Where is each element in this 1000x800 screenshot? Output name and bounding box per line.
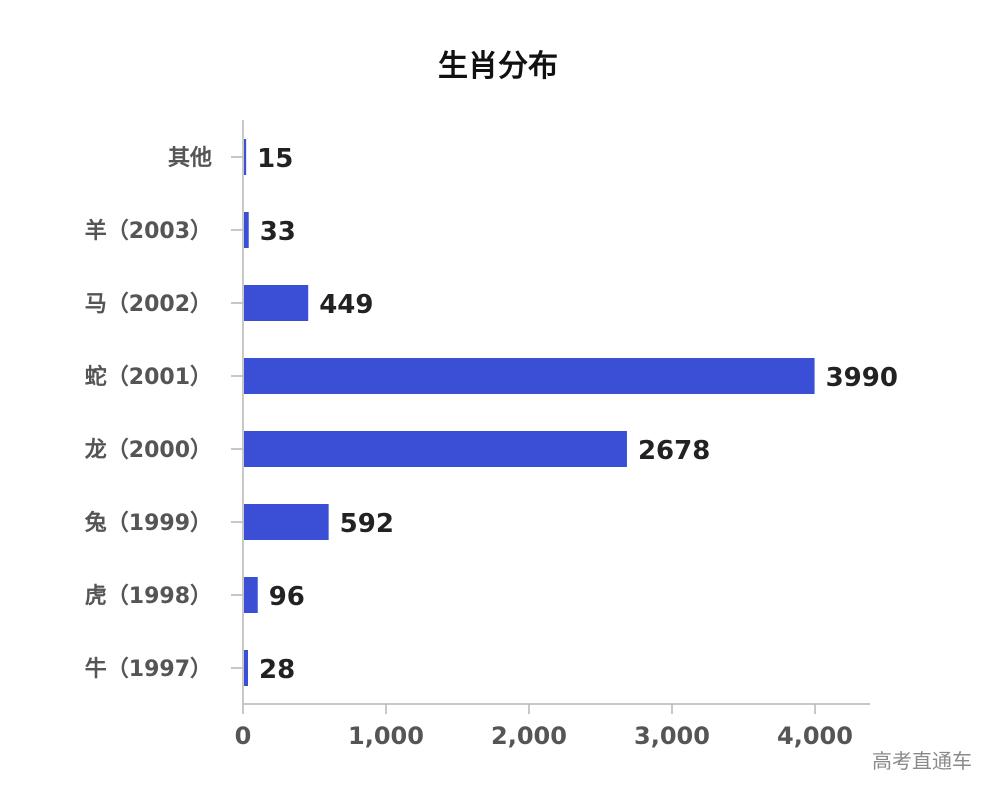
- category-label: 兔（1999）: [85, 510, 212, 536]
- bar: [244, 358, 815, 394]
- x-axis-ticks: 0 1,000 2,000 3,000 4,000: [235, 722, 853, 750]
- bar: [244, 139, 247, 175]
- x-tick-label: 2,000: [491, 722, 567, 750]
- x-tick-label: 3,000: [634, 722, 710, 750]
- bar: [244, 285, 309, 321]
- bar: [244, 650, 249, 686]
- value-labels: 15 33 449 3990 2678 592 96 28: [257, 144, 898, 685]
- value-label: 33: [260, 217, 296, 247]
- bar: [244, 504, 329, 540]
- value-label: 3990: [826, 363, 898, 393]
- category-label: 虎（1998）: [85, 583, 212, 609]
- bar: [244, 212, 249, 248]
- category-label: 蛇（2001）: [85, 364, 212, 390]
- x-tick-label: 1,000: [348, 722, 424, 750]
- x-tick-label: 0: [235, 722, 252, 750]
- category-label: 马（2002）: [85, 292, 212, 317]
- value-label: 28: [259, 655, 295, 685]
- category-label: 牛（1997）: [85, 656, 212, 682]
- category-label: 羊（2003）: [85, 218, 212, 244]
- bars: [244, 139, 815, 686]
- chart-title: 生肖分布: [438, 49, 558, 84]
- value-label: 449: [319, 290, 373, 320]
- category-label: 龙（2000）: [85, 438, 212, 463]
- watermark: 高考直通车: [872, 749, 972, 773]
- value-label: 2678: [638, 436, 710, 466]
- value-label: 15: [257, 144, 293, 174]
- axes: [231, 120, 870, 714]
- x-tick-label: 4,000: [777, 722, 853, 750]
- bar: [244, 431, 627, 467]
- value-label: 592: [340, 509, 394, 539]
- y-axis-labels: 其他羊（2003） 马（2002） 蛇（2001） 龙（2000） 兔（1999） 虎（1…: [85, 146, 212, 682]
- bar: [244, 577, 258, 613]
- value-label: 96: [269, 582, 305, 612]
- category-label: 其他: [168, 146, 212, 171]
